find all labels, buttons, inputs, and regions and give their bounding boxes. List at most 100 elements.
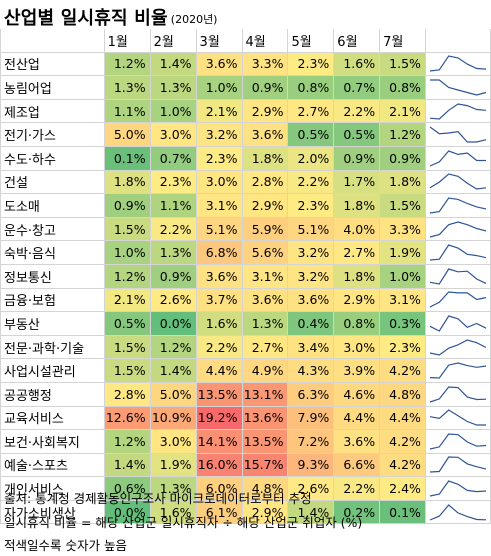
heat-cell: 0.9% xyxy=(333,145,381,171)
row-label: 보건·사회복지 xyxy=(0,429,105,454)
sparkline-cell xyxy=(424,75,491,100)
heat-cell: 3.0% xyxy=(149,429,197,454)
heat-cell: 3.6% xyxy=(241,122,289,147)
heat-cell: 13.6% xyxy=(241,405,289,431)
sparkline-cell xyxy=(424,358,491,383)
sparkline-series xyxy=(429,338,487,356)
chart-subtitle: (2020년) xyxy=(170,13,218,26)
table-row: 정보통신 1.2% 0.9% 3.6% 3.1% 3.2% 1.8% 1.0% xyxy=(0,263,491,289)
table-row: 숙박·음식 1.0% 1.3% 6.8% 5.6% 3.2% 2.7% 1.9% xyxy=(0,240,491,265)
heat-cell: 13.1% xyxy=(241,381,289,407)
row-label: 개인서비스 xyxy=(0,476,105,501)
heat-cell: 2.3% xyxy=(287,193,335,218)
table-row: 금융·보험 2.1% 2.6% 3.7% 3.6% 3.6% 2.9% 3.1% xyxy=(0,287,491,313)
table-row: 농림어업 1.3% 1.3% 1.0% 0.9% 0.8% 0.7% 0.8% xyxy=(0,75,491,100)
heat-cell: 13.5% xyxy=(195,381,243,407)
sparkline-series xyxy=(429,150,486,167)
definition-note: 일시휴직 비율 = 해당 산업군 일시휴직자 ÷ 해당 산업군 취업자 (%) xyxy=(4,515,363,530)
heat-cell: 2.1% xyxy=(103,287,151,313)
corner-cell xyxy=(0,29,105,53)
heat-cell: 0.8% xyxy=(379,75,426,100)
heat-cell: 2.4% xyxy=(379,476,426,501)
sparkline-cell xyxy=(424,476,491,501)
sparkline xyxy=(429,197,487,214)
sparkline xyxy=(429,220,487,238)
sparkline-cell xyxy=(424,145,491,171)
row-label: 예술·스포츠 xyxy=(0,452,105,478)
sparkline-series xyxy=(429,433,486,450)
heat-cell: 4.4% xyxy=(195,358,243,383)
sparkline-series xyxy=(429,291,487,308)
heat-cell: 1.5% xyxy=(379,193,426,218)
sparkline xyxy=(429,173,486,190)
heat-cell: 2.3% xyxy=(195,145,243,171)
heat-cell: 0.5% xyxy=(103,311,151,336)
heat-cell: 0.8% xyxy=(333,311,381,336)
month-header: 4월 xyxy=(241,29,289,53)
table-row: 전산업 1.2% 1.4% 3.6% 3.3% 2.3% 1.6% 1.5% xyxy=(0,51,491,77)
chart-title-block: 산업별 일시휴직 비율 (2020년) xyxy=(4,4,217,30)
table-row: 보건·사회복지 1.2% 3.0% 14.1% 13.5% 7.2% 3.6% 4.2% xyxy=(0,429,491,454)
heat-cell: 1.5% xyxy=(103,334,151,360)
sparkline-series xyxy=(429,220,487,238)
heat-cell: 1.5% xyxy=(103,216,151,242)
month-header: 3월 xyxy=(195,29,243,53)
sparkline-series xyxy=(429,409,486,426)
heat-cell: 4.2% xyxy=(379,358,426,383)
heat-cell: 1.2% xyxy=(103,51,151,77)
row-label: 제조업 xyxy=(0,98,105,124)
row-label: 건설 xyxy=(0,169,105,195)
row-label: 수도·하수 xyxy=(0,145,105,171)
heat-cell: 16.0% xyxy=(195,452,243,478)
heat-cell: 3.2% xyxy=(287,240,335,265)
heat-cell: 1.0% xyxy=(379,263,426,289)
heat-cell: 1.3% xyxy=(103,75,151,100)
table-row: 예술·스포츠 1.4% 1.9% 16.0% 15.7% 9.3% 6.6% 4.2% xyxy=(0,452,491,478)
heat-cell: 6.1% xyxy=(195,499,243,525)
sparkline-series xyxy=(429,197,487,214)
heat-cell: 0.9% xyxy=(103,193,151,218)
heat-cell: 2.2% xyxy=(333,476,381,501)
heat-cell: 0.2% xyxy=(333,499,381,525)
sparkline-series xyxy=(429,173,486,190)
sparkline xyxy=(429,126,487,143)
sparkline-series xyxy=(429,480,486,497)
sparkline-cell xyxy=(424,216,491,242)
heat-cell: 1.3% xyxy=(241,311,289,336)
heat-cell: 1.3% xyxy=(149,240,197,265)
sparkline xyxy=(429,456,487,474)
heat-cell: 3.0% xyxy=(149,122,197,147)
heat-cell: 0.5% xyxy=(287,122,335,147)
sparkline-series xyxy=(429,244,487,261)
heat-cell: 4.3% xyxy=(287,358,335,383)
sparkline xyxy=(429,386,486,403)
heat-cell: 2.1% xyxy=(379,98,426,124)
sparkline-cell xyxy=(424,311,491,336)
heat-cell: 1.6% xyxy=(333,51,381,77)
sparkline-series xyxy=(429,79,487,96)
sparkline-header xyxy=(424,29,491,53)
heat-cell: 0.0% xyxy=(149,311,197,336)
heat-cell: 0.7% xyxy=(333,75,381,100)
row-label: 자가소비생산 xyxy=(0,499,105,525)
row-label: 숙박·음식 xyxy=(0,240,105,265)
heat-cell: 1.2% xyxy=(103,263,151,289)
heat-cell: 0.1% xyxy=(103,145,151,171)
heat-cell: 0.1% xyxy=(379,499,426,525)
sparkline-cell xyxy=(424,51,491,77)
heat-cell: 0.5% xyxy=(333,122,381,147)
sparkline xyxy=(429,315,487,332)
month-header: 7월 xyxy=(379,29,426,53)
heat-cell: 0.9% xyxy=(241,75,289,100)
heat-cell: 7.2% xyxy=(287,429,335,454)
heat-cell: 1.8% xyxy=(333,263,381,289)
heat-cell: 4.8% xyxy=(379,381,426,407)
sparkline-series xyxy=(429,126,487,143)
heat-cell: 2.9% xyxy=(241,98,289,124)
heat-cell: 2.0% xyxy=(287,145,335,171)
heat-cell: 0.7% xyxy=(149,145,197,171)
heat-cell: 2.6% xyxy=(149,287,197,313)
heat-cell: 3.1% xyxy=(379,287,426,313)
sparkline xyxy=(429,291,487,308)
sparkline-cell xyxy=(424,122,491,147)
